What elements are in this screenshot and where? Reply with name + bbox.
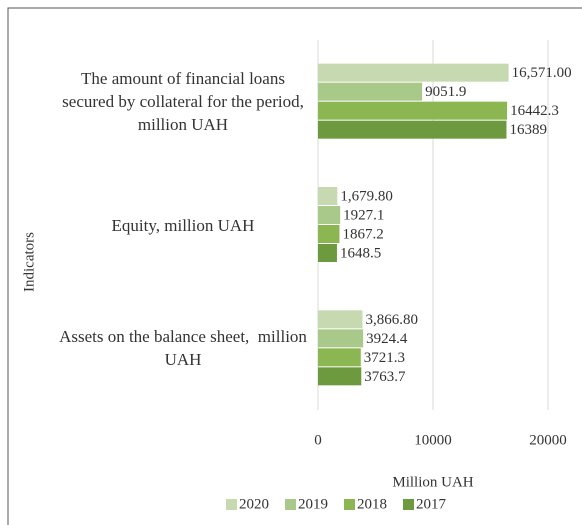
data-label: 16389 [509,122,547,138]
category-label: The amount of financial loans secured by… [62,69,309,135]
legend-label: 2017 [416,496,447,512]
category-label: Assets on the balance sheet, million UAH [59,327,312,370]
data-label: 1867.2 [342,226,383,242]
bar [318,244,337,262]
category-label: Equity, million UAH [111,215,255,235]
data-label: 3924.4 [366,331,408,347]
data-label: 16442.3 [510,103,559,119]
data-label: 16,571.00 [512,65,572,81]
frame [7,7,582,525]
data-label: 3763.7 [364,369,406,385]
bar [318,367,362,386]
bar [318,225,340,243]
x-axis-title: Million UAH [392,474,473,490]
bar [318,82,423,101]
data-label: 1648.5 [340,245,381,261]
legend-label: 2020 [239,496,269,512]
data-label: 3,866.80 [365,312,418,328]
bar [318,310,363,329]
data-label: 3721.3 [364,350,405,366]
x-tick-label: 20000 [529,432,567,448]
legend-swatch [285,499,296,510]
bar [318,348,361,367]
x-tick-label: 0 [314,432,322,448]
legend-swatch [226,499,237,510]
data-label: 9051.9 [425,84,466,100]
y-axis-title: Indicators [21,232,37,292]
legend-label: 2018 [357,496,387,512]
x-tick-label: 10000 [414,432,452,448]
legend-label: 2019 [298,496,328,512]
legend-swatch [344,499,355,510]
bar [318,101,508,120]
legend-swatch [403,499,414,510]
bar [318,120,507,139]
bar [318,63,509,82]
data-label: 1,679.80 [340,188,393,204]
bar [318,329,364,348]
bar [318,187,338,205]
bar [318,206,341,224]
data-label: 1927.1 [343,207,384,223]
